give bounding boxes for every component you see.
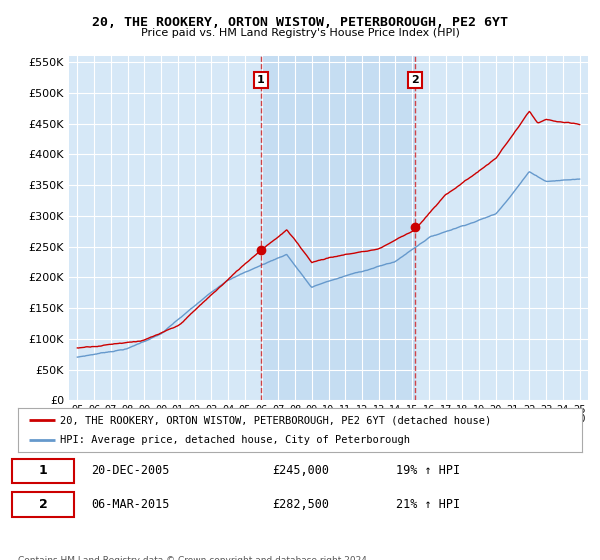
Bar: [261, 56, 415, 400]
Text: 21% ↑ HPI: 21% ↑ HPI: [396, 498, 460, 511]
Text: 1: 1: [39, 464, 48, 478]
Text: 20, THE ROOKERY, ORTON WISTOW, PETERBOROUGH, PE2 6YT (detached house): 20, THE ROOKERY, ORTON WISTOW, PETERBORO…: [60, 415, 491, 425]
Text: 06-MAR-2015: 06-MAR-2015: [91, 498, 170, 511]
Text: Contains HM Land Registry data © Crown copyright and database right 2024.
This d: Contains HM Land Registry data © Crown c…: [18, 556, 370, 560]
Text: 19% ↑ HPI: 19% ↑ HPI: [396, 464, 460, 478]
Text: £245,000: £245,000: [272, 464, 329, 478]
Text: 2: 2: [411, 75, 419, 85]
Text: HPI: Average price, detached house, City of Peterborough: HPI: Average price, detached house, City…: [60, 435, 410, 445]
Text: 20, THE ROOKERY, ORTON WISTOW, PETERBOROUGH, PE2 6YT: 20, THE ROOKERY, ORTON WISTOW, PETERBORO…: [92, 16, 508, 29]
Text: Price paid vs. HM Land Registry's House Price Index (HPI): Price paid vs. HM Land Registry's House …: [140, 28, 460, 38]
Text: £282,500: £282,500: [272, 498, 329, 511]
FancyBboxPatch shape: [13, 459, 74, 483]
Text: 2: 2: [39, 498, 48, 511]
Text: 20-DEC-2005: 20-DEC-2005: [91, 464, 170, 478]
Text: 1: 1: [257, 75, 265, 85]
FancyBboxPatch shape: [13, 492, 74, 517]
